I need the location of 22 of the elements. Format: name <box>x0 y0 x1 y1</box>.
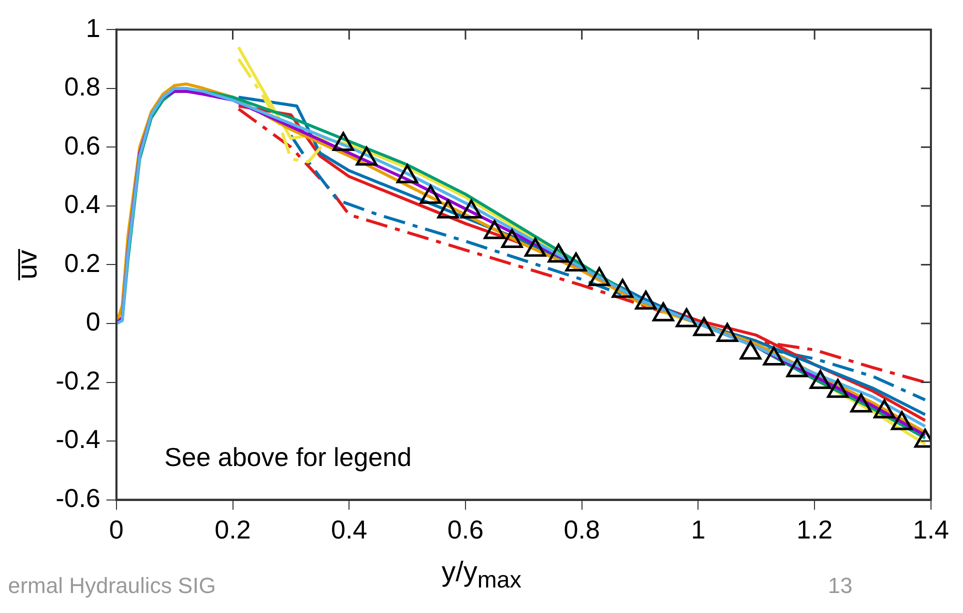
annotation: See above for legend <box>164 442 412 472</box>
x-tick-label: 1 <box>690 514 706 545</box>
y-tick-label: 1 <box>86 12 100 43</box>
y-tick-label: 0.2 <box>64 248 100 278</box>
y-axis-title: u̅v̅ <box>12 248 43 282</box>
y-tick-label: -0.4 <box>56 424 100 454</box>
y-tick-label: -0.6 <box>56 482 100 513</box>
x-tick-label: 0.6 <box>447 514 484 545</box>
x-tick-label: 0 <box>109 514 124 545</box>
text: 13 <box>828 573 852 599</box>
x-tick-label: 1.4 <box>912 514 950 545</box>
x-axis-title: y/y$_{max}$ <box>442 556 522 593</box>
y-tick-label: 0.4 <box>64 189 100 220</box>
y-tick-label: 0.8 <box>64 72 100 102</box>
text: ermal Hydraulics SIG <box>8 573 216 599</box>
x-tick-label: 0.8 <box>564 514 600 545</box>
y-tick-label: 0 <box>86 306 100 337</box>
y-tick-label: -0.2 <box>56 365 100 396</box>
x-tick-label: 1.2 <box>796 514 833 545</box>
x-tick-label: 0.4 <box>331 514 368 545</box>
y-tick-label: 0.6 <box>64 130 100 160</box>
x-tick-label: 0.2 <box>214 514 251 545</box>
